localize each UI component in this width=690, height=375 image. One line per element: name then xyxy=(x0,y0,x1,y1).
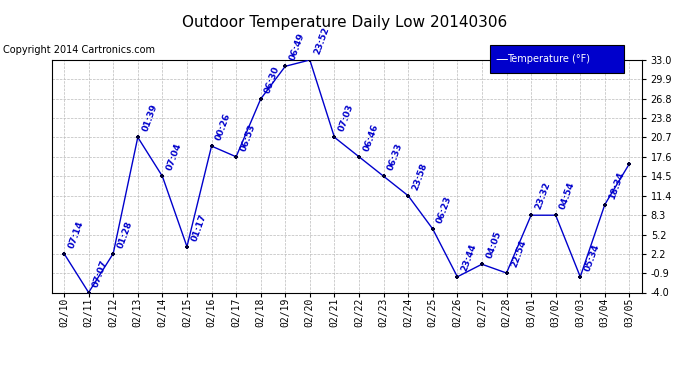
Text: 04:54: 04:54 xyxy=(558,181,577,211)
Text: 06:53: 06:53 xyxy=(239,123,257,153)
Point xyxy=(329,134,340,140)
Point xyxy=(550,212,561,218)
Point xyxy=(526,212,537,218)
Point xyxy=(255,96,266,102)
Point xyxy=(59,251,70,257)
Text: 07:04: 07:04 xyxy=(165,142,184,172)
Point xyxy=(304,57,315,63)
Text: 06:30: 06:30 xyxy=(264,65,282,95)
Point xyxy=(230,154,241,160)
Text: 18:34: 18:34 xyxy=(608,170,626,200)
Text: —: — xyxy=(495,53,508,66)
Point xyxy=(353,154,364,160)
Text: 04:05: 04:05 xyxy=(484,230,503,260)
Text: Temperature (°F): Temperature (°F) xyxy=(507,54,590,64)
Point xyxy=(279,63,290,69)
Text: 23:32: 23:32 xyxy=(534,181,552,211)
Point xyxy=(476,261,487,267)
Point xyxy=(181,244,193,250)
Point xyxy=(575,274,586,280)
Point xyxy=(132,134,144,140)
Point xyxy=(403,193,414,199)
Text: 01:28: 01:28 xyxy=(116,219,134,249)
Text: Copyright 2014 Cartronics.com: Copyright 2014 Cartronics.com xyxy=(3,45,155,55)
Point xyxy=(427,226,438,232)
Text: 06:23: 06:23 xyxy=(435,195,454,225)
Point xyxy=(600,201,611,207)
Text: 22:54: 22:54 xyxy=(509,239,528,269)
Text: 07:14: 07:14 xyxy=(67,219,85,249)
Point xyxy=(501,270,512,276)
Text: 06:33: 06:33 xyxy=(386,142,404,172)
Point xyxy=(452,274,463,280)
Text: 01:39: 01:39 xyxy=(141,103,159,133)
Text: 07:03: 07:03 xyxy=(337,103,355,133)
Point xyxy=(378,173,389,179)
Point xyxy=(108,251,119,257)
Point xyxy=(157,173,168,179)
Text: 23:58: 23:58 xyxy=(411,162,429,192)
Text: 23:52: 23:52 xyxy=(313,26,331,56)
Text: 06:49: 06:49 xyxy=(288,32,306,62)
Point xyxy=(624,160,635,166)
Text: Outdoor Temperature Daily Low 20140306: Outdoor Temperature Daily Low 20140306 xyxy=(182,15,508,30)
Text: 01:17: 01:17 xyxy=(190,213,208,243)
Point xyxy=(206,143,217,149)
Text: 05:34: 05:34 xyxy=(583,243,601,273)
Text: 00:26: 00:26 xyxy=(215,112,233,142)
Text: 07:07: 07:07 xyxy=(91,258,110,288)
Text: 23:44: 23:44 xyxy=(460,242,478,273)
Text: 06:46: 06:46 xyxy=(362,123,380,153)
Point xyxy=(83,290,94,296)
